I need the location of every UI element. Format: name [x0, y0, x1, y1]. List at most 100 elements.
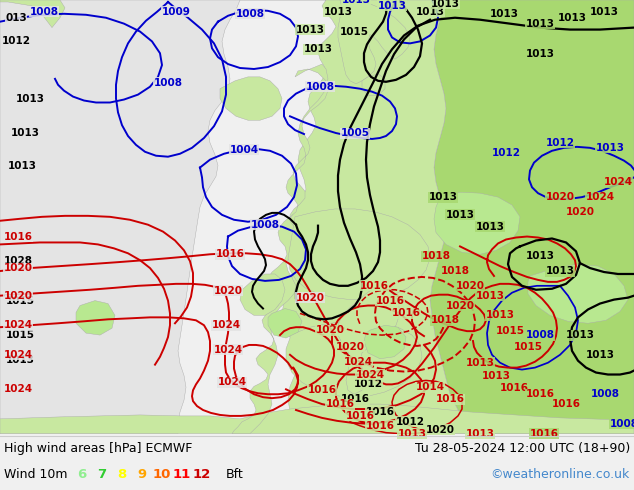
- Text: 1016: 1016: [365, 421, 394, 431]
- Text: 013: 013: [5, 13, 27, 23]
- Polygon shape: [338, 0, 410, 84]
- Text: 1013: 1013: [377, 1, 406, 11]
- Text: 1020: 1020: [4, 263, 32, 273]
- Text: 1013: 1013: [545, 266, 574, 276]
- Text: 1013: 1013: [8, 161, 37, 171]
- Text: 1013: 1013: [415, 7, 444, 17]
- Polygon shape: [338, 286, 400, 394]
- Text: 1016: 1016: [340, 394, 370, 404]
- Text: 1008: 1008: [235, 9, 264, 19]
- Text: 1020: 1020: [316, 325, 344, 335]
- Text: 1013: 1013: [323, 7, 353, 17]
- Text: 1020: 1020: [425, 425, 455, 435]
- Text: 1016: 1016: [526, 389, 555, 399]
- Text: 1013: 1013: [489, 9, 519, 19]
- Text: 1013: 1013: [295, 24, 325, 35]
- Text: 10: 10: [153, 468, 171, 481]
- Text: 1024: 1024: [211, 320, 240, 330]
- Text: 1013: 1013: [526, 19, 555, 28]
- Text: 1015: 1015: [6, 330, 34, 340]
- Text: 1016: 1016: [436, 394, 465, 404]
- Text: 1008: 1008: [30, 7, 58, 17]
- Text: 1013: 1013: [557, 13, 586, 23]
- Text: High wind areas [hPa] ECMWF: High wind areas [hPa] ECMWF: [4, 442, 192, 455]
- Text: 1015: 1015: [6, 295, 34, 306]
- Polygon shape: [434, 192, 520, 254]
- Text: 1008: 1008: [153, 78, 183, 88]
- Text: 1024: 1024: [604, 177, 633, 187]
- Text: Wind 10m: Wind 10m: [4, 468, 67, 481]
- Text: 1015: 1015: [496, 326, 524, 336]
- Text: 1015: 1015: [339, 26, 368, 37]
- Polygon shape: [528, 264, 628, 323]
- Polygon shape: [0, 0, 240, 434]
- Text: 1016: 1016: [4, 232, 32, 242]
- Text: 1013: 1013: [6, 355, 34, 365]
- Text: 1018: 1018: [430, 315, 460, 325]
- Text: 1013: 1013: [595, 143, 624, 153]
- Text: 1013: 1013: [429, 192, 458, 202]
- Text: 1024: 1024: [3, 384, 32, 394]
- Text: 9: 9: [138, 468, 146, 481]
- Text: 1020: 1020: [335, 342, 365, 352]
- Text: 1012: 1012: [491, 148, 521, 158]
- Text: 1016: 1016: [216, 249, 245, 259]
- Text: 1013: 1013: [590, 7, 619, 17]
- Polygon shape: [288, 209, 430, 299]
- Text: 1013: 1013: [481, 371, 510, 382]
- Text: 1013: 1013: [476, 221, 505, 232]
- Text: 1008: 1008: [609, 419, 634, 429]
- Text: 6: 6: [77, 468, 87, 481]
- Text: Bft: Bft: [226, 468, 243, 481]
- Text: 1013: 1013: [465, 358, 495, 368]
- Text: 1016: 1016: [500, 383, 529, 393]
- Text: 1020: 1020: [295, 293, 325, 303]
- Text: 1020: 1020: [455, 281, 484, 291]
- Text: 1009: 1009: [162, 7, 190, 17]
- Text: 1018: 1018: [441, 266, 470, 276]
- Text: 1016: 1016: [552, 399, 581, 409]
- Text: 1020: 1020: [566, 207, 595, 217]
- Text: 1013: 1013: [430, 0, 460, 9]
- Text: 1008: 1008: [250, 220, 280, 230]
- Text: 1013: 1013: [586, 350, 614, 360]
- Text: 1015: 1015: [514, 342, 543, 352]
- Text: 1012: 1012: [396, 417, 425, 427]
- Text: 1013: 1013: [446, 210, 474, 220]
- Text: 11: 11: [173, 468, 191, 481]
- Polygon shape: [232, 64, 328, 434]
- Text: 1013: 1013: [526, 251, 555, 261]
- Text: 1016: 1016: [365, 407, 394, 417]
- Polygon shape: [240, 0, 480, 434]
- Text: 1024: 1024: [585, 192, 614, 202]
- Text: 1016: 1016: [325, 399, 354, 409]
- Text: 1016: 1016: [375, 295, 404, 306]
- Text: ©weatheronline.co.uk: ©weatheronline.co.uk: [491, 468, 630, 481]
- Polygon shape: [76, 300, 115, 335]
- Text: 1020: 1020: [545, 192, 574, 202]
- Text: Tu 28-05-2024 12:00 UTC (18+90): Tu 28-05-2024 12:00 UTC (18+90): [415, 442, 630, 455]
- Text: 1016: 1016: [346, 411, 375, 421]
- Polygon shape: [0, 404, 634, 434]
- Polygon shape: [364, 325, 406, 359]
- Text: 1028: 1028: [4, 256, 32, 266]
- Text: 1020: 1020: [214, 286, 242, 296]
- Text: 1008: 1008: [526, 330, 555, 340]
- Text: 1024: 1024: [344, 357, 373, 367]
- Polygon shape: [240, 274, 285, 316]
- Text: 1013: 1013: [486, 310, 515, 320]
- Text: 1016: 1016: [307, 385, 337, 395]
- Text: 1008: 1008: [590, 389, 619, 399]
- Polygon shape: [268, 309, 302, 338]
- Text: 1012: 1012: [354, 379, 382, 390]
- Text: 1020: 1020: [446, 300, 474, 311]
- Text: 1013: 1013: [566, 330, 595, 340]
- Text: 1014: 1014: [415, 382, 444, 392]
- Text: 1013: 1013: [526, 49, 555, 59]
- Text: 1018: 1018: [422, 251, 451, 261]
- Text: 1024: 1024: [3, 320, 32, 330]
- Text: 1012: 1012: [1, 36, 30, 47]
- Text: 1008: 1008: [306, 82, 335, 92]
- Text: 1020: 1020: [4, 291, 32, 301]
- Text: 1016: 1016: [529, 429, 559, 439]
